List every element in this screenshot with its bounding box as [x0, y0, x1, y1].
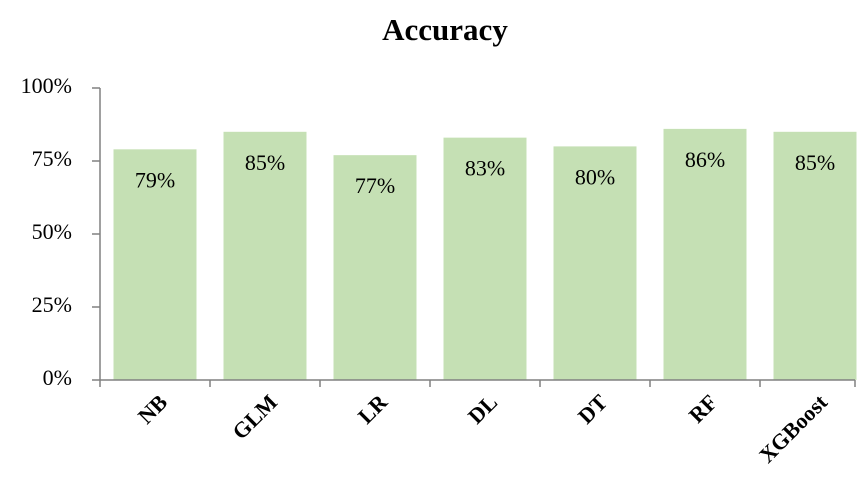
value-label: 80% — [575, 164, 615, 189]
x-tick-label: NB — [133, 389, 173, 429]
bar — [443, 137, 527, 380]
x-tick-label: GLM — [227, 389, 282, 444]
value-label: 86% — [685, 147, 725, 172]
y-tick-label: 50% — [32, 219, 72, 244]
x-tick-label: XGBoost — [754, 389, 833, 468]
bar — [553, 146, 637, 380]
y-tick-label: 25% — [32, 292, 72, 317]
bar — [663, 128, 747, 380]
bar — [773, 131, 857, 380]
bar — [113, 149, 197, 380]
x-tick-label: DT — [573, 389, 613, 429]
x-tick-label: DL — [463, 389, 502, 428]
value-label: 85% — [245, 150, 285, 175]
value-label: 77% — [355, 173, 395, 198]
y-tick-label: 100% — [21, 73, 72, 98]
value-label: 85% — [795, 150, 835, 175]
bar — [333, 155, 417, 380]
value-label: 79% — [135, 167, 175, 192]
value-label: 83% — [465, 156, 505, 181]
x-tick-label: RF — [684, 389, 722, 427]
chart-title: Accuracy — [382, 12, 508, 47]
x-tick-label: LR — [353, 389, 393, 429]
bar — [223, 131, 307, 380]
y-tick-label: 0% — [43, 365, 72, 390]
y-tick-label: 75% — [32, 146, 72, 171]
